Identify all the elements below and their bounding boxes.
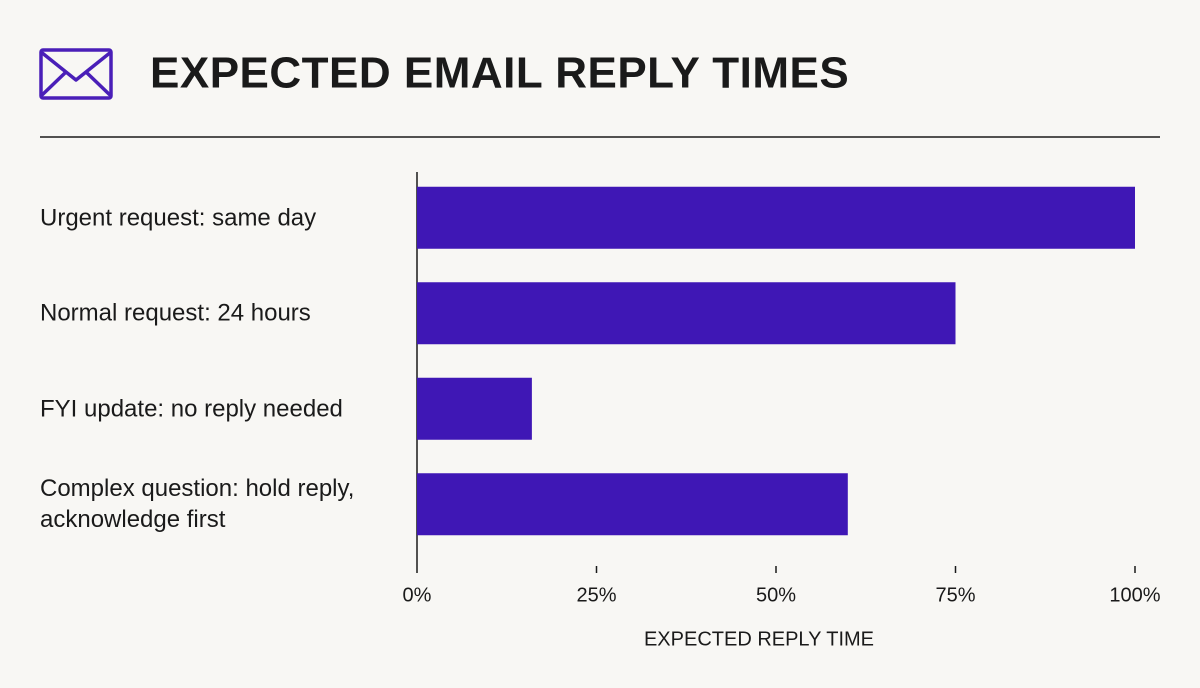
x-tick-label: 75% [935,584,975,606]
bar [417,473,848,536]
category-label: Complex question: hold reply, acknowledg… [40,475,355,534]
x-tick-label: 50% [756,584,796,606]
x-tick-label: 25% [576,584,616,606]
category-label: Urgent request: same day [40,204,317,232]
bar [417,186,1135,249]
chart-title: EXPECTED EMAIL REPLY TIMES [150,49,849,98]
x-tick-label: 0% [403,584,432,606]
category-label: FYI update: no reply needed [40,395,343,423]
category-label: Normal request: 24 hours [40,299,311,327]
bar [417,377,532,440]
x-tick-label: 100% [1109,584,1160,606]
mail-icon [39,48,113,100]
bar [417,282,956,345]
x-axis-title: EXPECTED REPLY TIME [644,628,874,650]
